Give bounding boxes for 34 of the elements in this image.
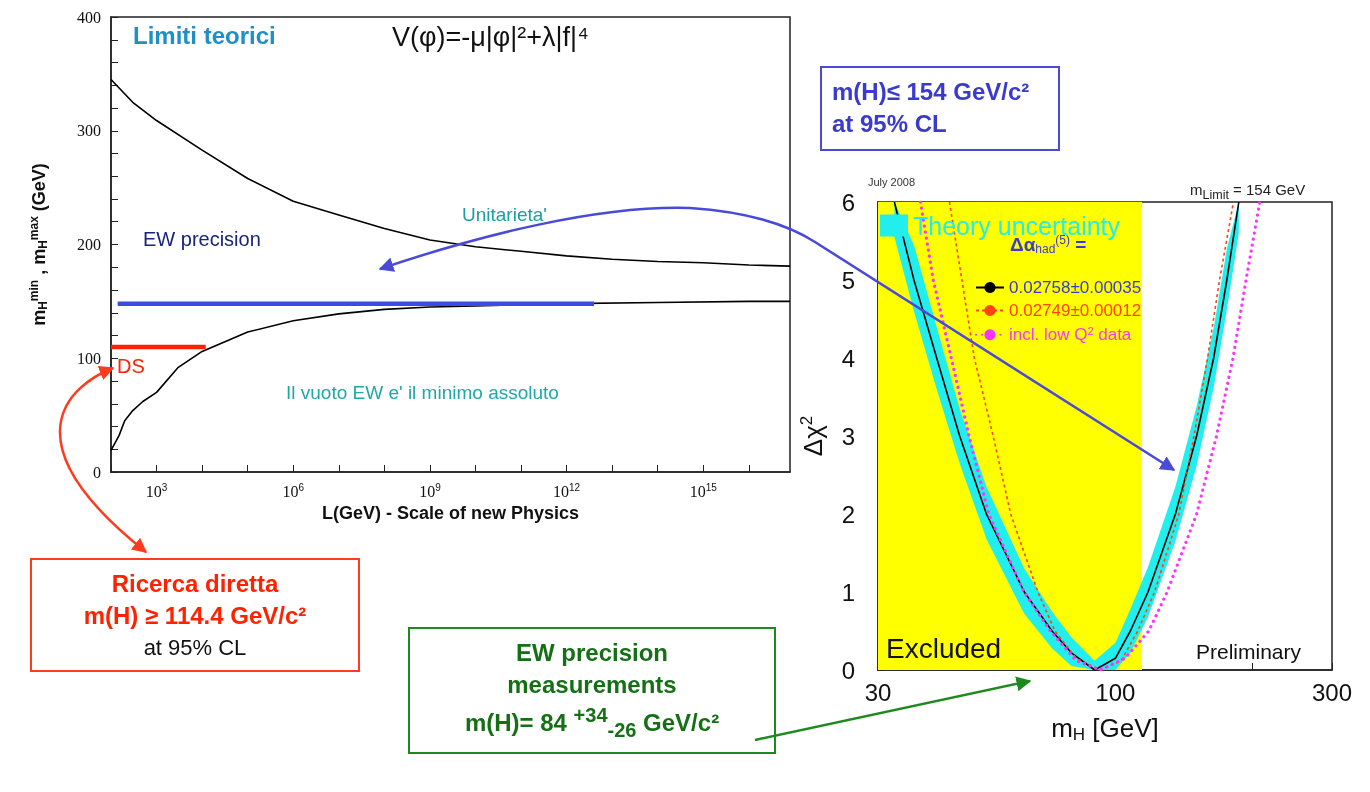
y-axis-title: mHmin , mHmax (GeV): [27, 163, 50, 326]
annotation: V(φ)=-μ|φ|²+λ|f|⁴: [392, 22, 589, 53]
x-tick-label: 30: [864, 678, 892, 706]
text: m$_{Limit}$ = 154 GeV: [1190, 181, 1306, 202]
band-label: Excluded: [886, 632, 1002, 664]
annotation: DS: [117, 355, 145, 378]
text: m(H)≤ 154 GeV/c² at 95% CL: [832, 77, 1031, 140]
y-tick-label: 0: [93, 463, 101, 481]
chart-title: Limiti teorici: [133, 21, 276, 49]
x-axis-title: L(GeV) - Scale of new Physics: [321, 503, 580, 523]
y-tick-label: 300: [77, 122, 101, 140]
y-tick-label: 100: [77, 349, 101, 367]
legend-label: 0.02749±0.00012: [1009, 301, 1142, 320]
text: EW precision measurements m(H)= 84 $^{+34}$$_{-26}$ GeV/c²: [463, 638, 721, 743]
y-tick-label: 6: [841, 188, 855, 216]
annotation: Unitarieta': [462, 204, 547, 226]
y-tick-label: 5: [841, 266, 855, 294]
y-tick-label: 2: [841, 500, 855, 528]
y-tick-label: 3: [841, 422, 855, 450]
y-tick-label: 4: [841, 344, 855, 372]
legend-label: 0.02758±0.00035: [1009, 278, 1142, 297]
text: July 2008: [868, 176, 916, 188]
y-tick-label: 400: [77, 8, 101, 26]
x-tick-label: 100: [1095, 678, 1136, 706]
y-tick-label: 1: [841, 578, 855, 606]
text: Ricerca diretta m(H) ≥ 114.4 GeV/c² at 95% CL: [82, 569, 308, 662]
y-tick-label: 200: [77, 236, 101, 253]
x-tick-label: 300: [1311, 678, 1353, 706]
x-axis-title: mH [GeV]: [1051, 713, 1159, 744]
y-axis-title: Δχ2: [797, 415, 828, 457]
y-tick-label: 0: [841, 656, 855, 684]
annotation: EW precision: [143, 228, 261, 251]
annotation: Il vuoto EW e' il minimo assoluto: [286, 382, 559, 404]
annotation: Preliminary: [1196, 640, 1302, 664]
